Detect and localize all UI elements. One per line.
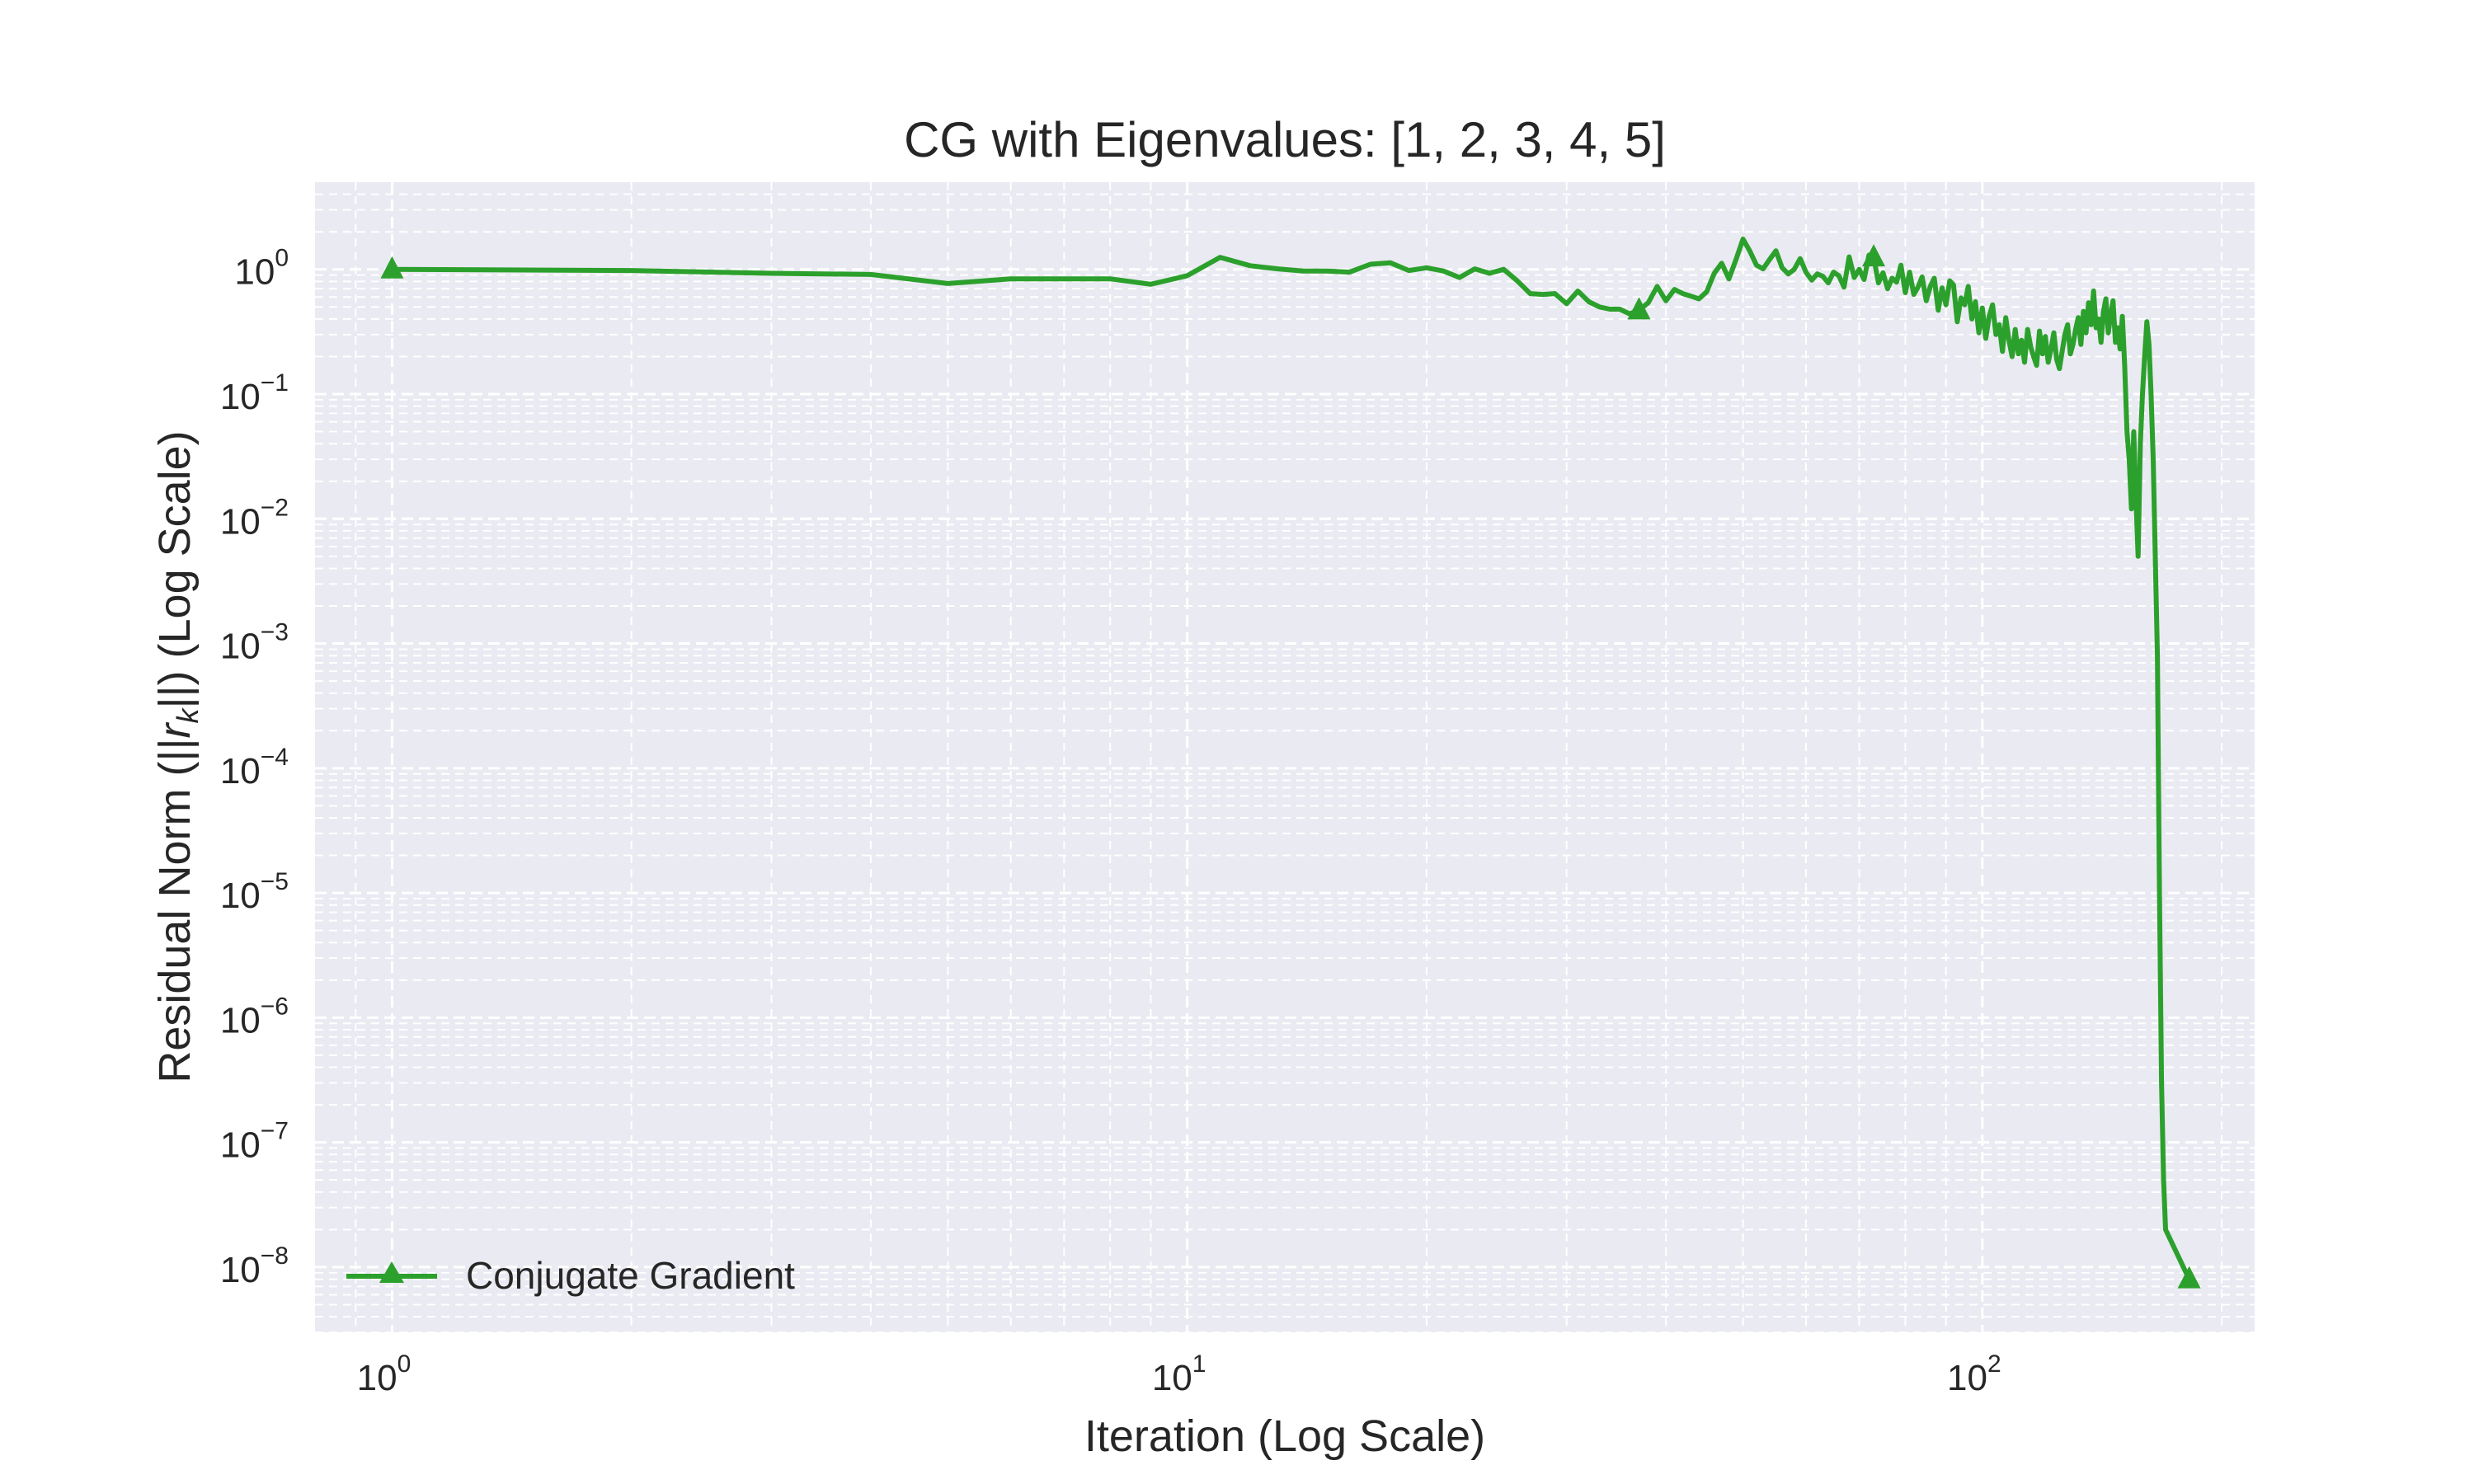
y-tick-exponent: −7: [261, 1118, 289, 1145]
y-tick-exponent: −8: [261, 1242, 289, 1270]
y-axis-label-k: k: [171, 707, 205, 724]
y-tick-label: 10−8: [220, 1242, 289, 1290]
y-tick-exponent: 0: [275, 245, 289, 272]
series-marker: [1862, 244, 1886, 267]
series-marker: [2177, 1266, 2201, 1289]
y-axis-label-part-2: ||) (Log Scale): [150, 430, 200, 708]
y-tick-base: 10: [220, 627, 261, 667]
y-tick-base: 10: [220, 1000, 261, 1040]
x-tick-exponent: 1: [1192, 1350, 1206, 1378]
y-tick-label: 10−4: [220, 744, 289, 791]
y-axis-label-part-1: Residual Norm (||: [150, 739, 200, 1083]
series-marker: [380, 256, 404, 279]
y-tick-base: 10: [234, 252, 275, 293]
series-line-conjugate-gradient: [389, 237, 2192, 1282]
y-tick-base: 10: [220, 377, 261, 417]
grid-minor: [315, 182, 2255, 1333]
y-tick-base: 10: [220, 876, 261, 916]
y-tick-exponent: −2: [261, 494, 289, 521]
x-tick-base: 10: [357, 1358, 397, 1398]
y-axis-label: Residual Norm (||rk||) (Log Scale): [150, 430, 205, 1082]
y-tick-label: 10−3: [220, 619, 289, 667]
x-tick-label: 100: [357, 1350, 412, 1398]
x-axis-label: Iteration (Log Scale): [1084, 1411, 1485, 1461]
x-tick-label: 101: [1152, 1350, 1206, 1398]
y-tick-label: 10−2: [220, 494, 289, 542]
legend-marker: [379, 1261, 404, 1283]
y-tick-exponent: −5: [261, 868, 289, 895]
y-tick-base: 10: [220, 1125, 261, 1166]
y-tick-label: 100: [234, 245, 289, 293]
x-ticks: 100 101 102: [357, 1350, 2001, 1398]
x-tick-base: 10: [1152, 1358, 1192, 1398]
plot-area: [315, 182, 2255, 1332]
chart-title: CG with Eigenvalues: [1, 2, 3, 4, 5]: [904, 112, 1666, 167]
x-tick-exponent: 0: [397, 1350, 412, 1378]
y-tick-base: 10: [220, 751, 261, 791]
y-tick-exponent: −4: [261, 744, 289, 771]
x-tick-label: 102: [1947, 1350, 2001, 1398]
series-marker: [1627, 297, 1651, 320]
y-tick-label: 10−1: [220, 369, 289, 417]
y-tick-exponent: −3: [261, 619, 289, 646]
y-tick-label: 10−5: [220, 868, 289, 916]
y-tick-exponent: −6: [261, 993, 289, 1020]
legend: Conjugate Gradient: [346, 1254, 795, 1297]
y-tick-base: 10: [220, 1250, 261, 1290]
y-tick-label: 10−7: [220, 1118, 289, 1166]
y-axis-label-r: r: [150, 722, 200, 739]
x-tick-exponent: 2: [1987, 1350, 2001, 1378]
y-tick-label: 10−6: [220, 993, 289, 1040]
series-layer: [380, 237, 2201, 1289]
y-tick-exponent: −1: [261, 369, 289, 397]
x-tick-base: 10: [1947, 1358, 1987, 1398]
legend-label-conjugate-gradient: Conjugate Gradient: [466, 1254, 795, 1297]
y-tick-base: 10: [220, 501, 261, 542]
